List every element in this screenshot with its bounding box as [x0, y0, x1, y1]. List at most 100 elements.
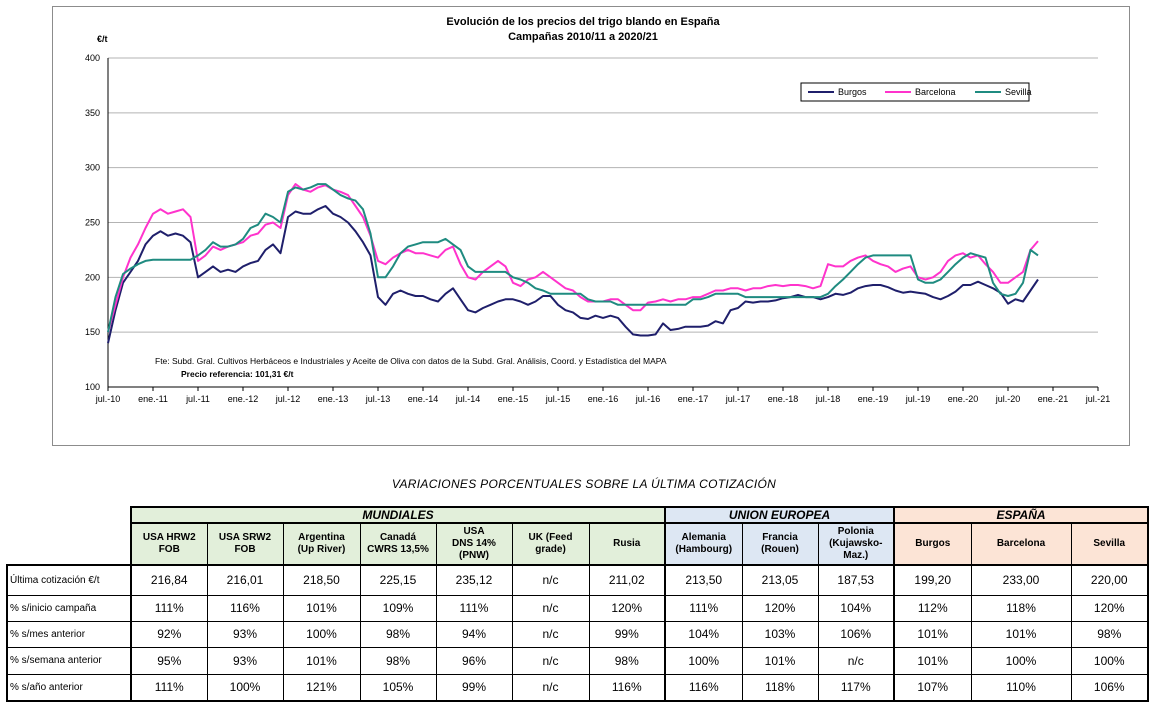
column-header: Sevilla — [1070, 522, 1149, 566]
table-cell: 100% — [1070, 646, 1149, 675]
table-cell: 95% — [130, 646, 208, 675]
column-header: UK (Feed grade) — [511, 522, 590, 566]
table-cell: 101% — [741, 646, 819, 675]
x-tick-label: jul.-15 — [545, 394, 571, 404]
table-cell: 99% — [435, 673, 513, 702]
table-cell: n/c — [511, 594, 590, 622]
row-label: % s/año anterior — [6, 673, 132, 702]
table-cell: 101% — [970, 620, 1072, 648]
table-cell: 116% — [664, 673, 743, 702]
table-cell: 93% — [206, 620, 284, 648]
y-ticks: 100 150 200 250 300 350 400 — [85, 53, 100, 392]
x-tick-label: ene.-15 — [498, 394, 529, 404]
x-tick-label: jul.-14 — [455, 394, 481, 404]
table-cell: 98% — [588, 646, 666, 675]
price-variation-table: MUNDIALES UNION EUROPEA ESPAÑA USA HRW2 … — [6, 506, 1149, 702]
table-cell: 103% — [741, 620, 819, 648]
table-cell: 101% — [893, 620, 972, 648]
x-tick-label: ene.-18 — [768, 394, 799, 404]
group-spain: ESPAÑA — [893, 506, 1149, 524]
table-cell: 110% — [970, 673, 1072, 702]
y-axis-label: €/t — [97, 34, 108, 44]
table-body: Última cotización €/t 216,84 216,01 218,50 2… — [6, 564, 1149, 702]
table-cell: 111% — [664, 594, 743, 622]
y-tick-label: 200 — [85, 272, 100, 282]
table-cell: 199,20 — [893, 564, 972, 596]
table-cell: 109% — [359, 594, 437, 622]
table-cell: 225,15 — [359, 564, 437, 596]
table-cell: 101% — [282, 646, 361, 675]
table-cell: 92% — [130, 620, 208, 648]
column-header: Barcelona — [970, 522, 1072, 566]
table-cell: 100% — [970, 646, 1072, 675]
group-eu: UNION EUROPEA — [664, 506, 895, 524]
table-cell: n/c — [817, 646, 895, 675]
table-cell: 111% — [435, 594, 513, 622]
table-cell: 213,50 — [664, 564, 743, 596]
table-cell: 105% — [359, 673, 437, 702]
x-tick-label: jul.-13 — [365, 394, 391, 404]
chart-title: Evolución de los precios del trigo bland… — [446, 16, 720, 28]
table-cell: 216,84 — [130, 564, 208, 596]
chart-subtitle: Campañas 2010/11 a 2020/21 — [508, 31, 658, 43]
table-cell: n/c — [511, 673, 590, 702]
table-cell: 120% — [741, 594, 819, 622]
table-cell: 120% — [1070, 594, 1149, 622]
table-cell: 106% — [817, 620, 895, 648]
x-tick-label: ene.-17 — [678, 394, 709, 404]
table-cell: 104% — [817, 594, 895, 622]
x-tick-label: jul.-19 — [905, 394, 931, 404]
table-cell: n/c — [511, 646, 590, 675]
column-header: Burgos — [893, 522, 972, 566]
legend-label-sevilla: Sevilla — [1005, 87, 1032, 97]
x-tick-label: ene.-11 — [138, 394, 168, 404]
series-line-barcelona — [107, 183, 1039, 333]
table-cell: 213,05 — [741, 564, 819, 596]
price-line-chart: Evolución de los precios del trigo bland… — [85, 16, 1110, 404]
series-layer — [107, 183, 1039, 344]
x-tick-label: ene.-20 — [948, 394, 979, 404]
table-cell: n/c — [511, 620, 590, 648]
series-line-burgos — [107, 205, 1039, 344]
x-tick-label: jul.-10 — [95, 394, 121, 404]
y-tick-label: 400 — [85, 53, 100, 63]
table-cell: 218,50 — [282, 564, 361, 596]
column-header-row: USA HRW2 FOB USA SRW2 FOB Argentina (Up Ri… — [7, 522, 1149, 566]
table-cell: 112% — [893, 594, 972, 622]
column-header: USA SRW2 FOB — [206, 522, 284, 566]
table-cell: 111% — [130, 594, 208, 622]
series-line-sevilla — [107, 183, 1039, 333]
table-cell: 111% — [130, 673, 208, 702]
table-cell: 233,00 — [970, 564, 1072, 596]
table-cell: 99% — [588, 620, 666, 648]
table-cell: 98% — [1070, 620, 1149, 648]
x-ticks: jul.-10 ene.-11 jul.-11 ene.-12 jul.-12 ene.-… — [95, 387, 1110, 404]
legend-label-barcelona: Barcelona — [915, 87, 956, 97]
table-cell: 104% — [664, 620, 743, 648]
table-cell: 100% — [206, 673, 284, 702]
x-tick-label: ene.-14 — [408, 394, 439, 404]
reference-price: Precio referencia: 101,31 €/t — [181, 369, 294, 379]
x-tick-label: ene.-21 — [1038, 394, 1069, 404]
table-cell: 106% — [1070, 673, 1149, 702]
column-header: USA DNS 14% (PNW) — [435, 522, 513, 566]
chart-panel: Evolución de los precios del trigo bland… — [52, 6, 1130, 446]
table-cell: 98% — [359, 620, 437, 648]
table-title: VARIACIONES PORCENTUALES SOBRE LA ÚLTIMA… — [391, 477, 777, 491]
x-tick-label: jul.-18 — [815, 394, 841, 404]
table-cell: 220,00 — [1070, 564, 1149, 596]
column-header: Argentina (Up River) — [282, 522, 361, 566]
chart-legend: Burgos Barcelona Sevilla — [800, 82, 1032, 102]
table-cell: 93% — [206, 646, 284, 675]
table-cell: 96% — [435, 646, 513, 675]
table-cell: 100% — [282, 620, 361, 648]
row-label: % s/semana anterior — [6, 646, 132, 675]
grid-layer — [107, 57, 1098, 388]
legend-label-burgos: Burgos — [838, 87, 867, 97]
x-tick-label: jul.-16 — [635, 394, 661, 404]
table-cell: 107% — [893, 673, 972, 702]
column-header: Polonia (Kujawsko- Maz.) — [817, 522, 895, 566]
column-header: Canadá CWRS 13,5% — [359, 522, 437, 566]
table-cell: 100% — [664, 646, 743, 675]
table-cell: 116% — [588, 673, 666, 702]
